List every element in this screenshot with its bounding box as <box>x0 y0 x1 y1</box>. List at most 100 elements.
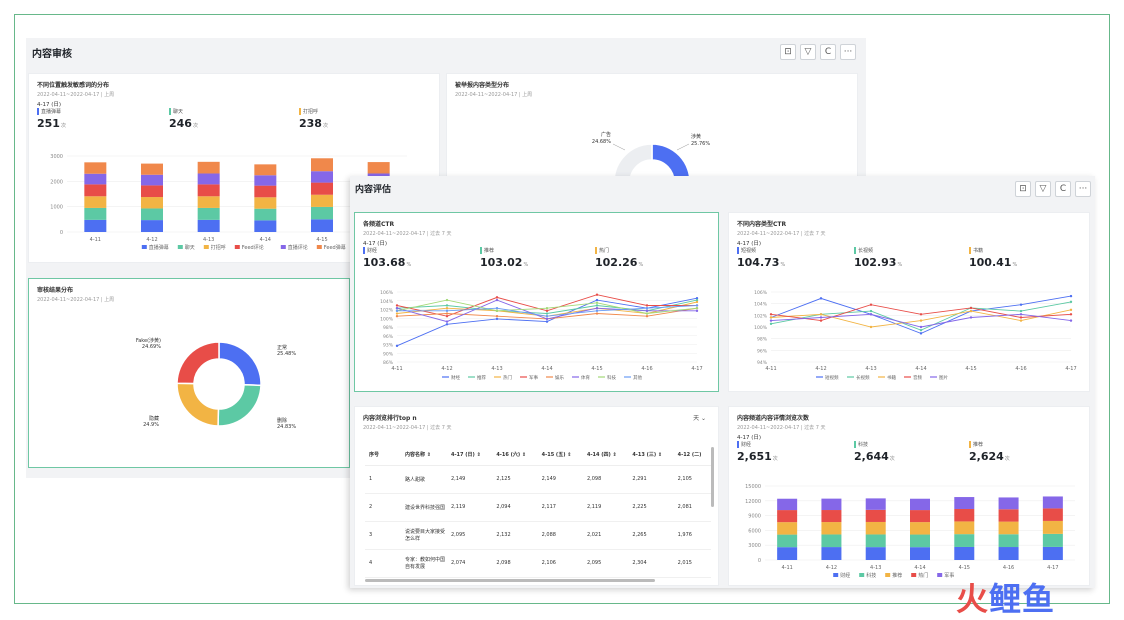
pie-slice <box>176 341 220 385</box>
legend-label: 体育 <box>581 374 590 381</box>
filter-button[interactable]: ▽ <box>1035 181 1051 197</box>
table-cell: 2,015 <box>673 549 711 578</box>
y-tick-label: 106% <box>380 290 394 296</box>
data-point <box>395 309 399 313</box>
col-name[interactable]: 内容名称 ⇕ <box>401 445 447 466</box>
data-point <box>495 306 499 310</box>
data-point <box>595 304 599 307</box>
y-tick-label: 2000 <box>50 179 63 185</box>
bar-segment <box>254 164 277 176</box>
type-ctr-card[interactable]: 不同内容类型CTR 2022-04-11~2022-04-17 | 过去 7 天… <box>728 212 1090 392</box>
data-point <box>1019 303 1023 306</box>
refresh-button[interactable]: C <box>1055 181 1071 197</box>
review-toolbar: ⊡ ▽ C ··· <box>780 44 856 60</box>
table-cell: 建设世界科技强国 <box>401 493 447 522</box>
data-point <box>919 325 923 329</box>
data-point <box>445 315 449 318</box>
kpi-label: 长视频 <box>858 248 874 254</box>
data-point <box>595 306 599 310</box>
table-cell: 2,105 <box>673 465 711 494</box>
slice-value: 24.68% <box>592 139 611 145</box>
data-point <box>769 313 773 316</box>
data-point <box>595 293 599 296</box>
kpi-marker <box>737 441 739 448</box>
bar-segment <box>910 547 930 560</box>
kpi: 短视频 104.73% <box>737 247 785 269</box>
y-tick-label: 93% <box>383 343 394 349</box>
report-type-card[interactable]: 被举报内容类型分布 2022-04-11~2022-04-17 | 上周 涉黄 2… <box>446 73 858 184</box>
data-point <box>395 315 399 318</box>
kpi: 长视频 102.93% <box>854 247 902 269</box>
x-tick-label: 4-14 <box>260 237 271 243</box>
col-day[interactable]: 4-16 (六) ⇕ <box>492 445 538 466</box>
table-row[interactable]: 3 说说要目大家接受怎么样 2,095 2,132 2,088 2,021 2,265 1,9… <box>365 521 711 550</box>
y-tick-label: 104% <box>754 302 768 308</box>
kpi-value: 104.73 <box>737 256 780 269</box>
fullscreen-button[interactable]: ⊡ <box>780 44 796 60</box>
data-point <box>545 317 549 321</box>
data-point <box>919 319 923 322</box>
x-tick-label: 4-16 <box>1015 366 1026 372</box>
y-tick-label: 96% <box>757 348 768 354</box>
table-cell: 2,225 <box>628 493 674 522</box>
bar-segment <box>910 522 930 535</box>
vertical-scrollbar[interactable] <box>711 447 714 507</box>
y-tick-label: 102% <box>754 313 768 319</box>
slice-value: 24.9% <box>143 422 159 428</box>
kpi-date: 4-17 (日) <box>737 435 762 441</box>
x-tick-label: 4-15 <box>965 366 976 372</box>
y-tick-label: 6000 <box>748 528 761 534</box>
col-day[interactable]: 4-17 (日) ⇕ <box>447 445 493 466</box>
table-cell: 2,265 <box>628 521 674 550</box>
table-cell: 2,304 <box>628 549 674 578</box>
kpi-marker <box>37 108 39 115</box>
fullscreen-button[interactable]: ⊡ <box>1015 181 1031 197</box>
y-tick-label: 96% <box>383 334 394 340</box>
legend-label: 图片 <box>939 374 948 381</box>
bar-segment <box>254 185 277 198</box>
x-tick-label: 4-11 <box>90 237 101 243</box>
table-row[interactable]: 4 专家：教如何中国自有发展 2,074 2,098 2,106 2,095 2,304 2,… <box>365 549 711 578</box>
kpi-marker <box>299 108 301 115</box>
table-cell: 2,149 <box>447 465 493 494</box>
channel-views-card[interactable]: 内容频道内容详情浏览次数 2022-04-11~2022-04-17 | 过去 … <box>728 406 1090 586</box>
review-result-card[interactable]: 审核结果分布 2022-04-11~2022-04-17 | 上周 正常 25.4… <box>28 278 350 468</box>
legend-label: 书籍 <box>887 374 896 381</box>
label-leader <box>612 143 626 151</box>
table-row[interactable]: 1 路人甜歌 2,149 2,125 2,149 2,098 2,291 2,105 <box>365 465 711 494</box>
data-point <box>769 322 773 326</box>
bar-segment <box>821 498 842 511</box>
kpi-date: 4-17 (日) <box>737 241 762 247</box>
slice-value: 25.48% <box>277 351 296 357</box>
data-point <box>495 296 499 299</box>
kpi-value: 2,624 <box>969 450 1004 463</box>
x-tick-label: 4-14 <box>915 366 926 372</box>
bar-segment <box>910 498 930 511</box>
table-cell: 2,132 <box>492 521 538 550</box>
series-line <box>770 309 1072 328</box>
card-subtitle: 2022-04-11~2022-04-17 | 上周 <box>455 92 533 98</box>
channel-ctr-card[interactable]: 各频道CTR 2022-04-11~2022-04-17 | 过去 7 天 4-… <box>354 212 719 392</box>
eval-toolbar: ⊡ ▽ C ··· <box>1015 181 1091 197</box>
horizontal-scrollbar[interactable] <box>365 579 655 582</box>
y-tick-label: 106% <box>754 290 768 296</box>
content-ranking-card[interactable]: 内容浏览排行top n 2022-04-11~2022-04-17 | 过去 7… <box>354 406 719 586</box>
col-day[interactable]: 4-12 (二) <box>673 445 711 466</box>
table-row[interactable]: 2 建设世界科技强国 2,119 2,094 2,117 2,119 2,225 2,081 <box>365 493 711 522</box>
col-day[interactable]: 4-14 (四) ⇕ <box>582 445 629 466</box>
x-tick-label: 4-11 <box>781 565 792 571</box>
table-cell: 2,088 <box>537 521 583 550</box>
more-button[interactable]: ··· <box>840 44 856 60</box>
bar-segment <box>84 173 107 185</box>
time-unit-select[interactable]: 天 ⌄ <box>693 415 706 422</box>
card-subtitle: 2022-04-11~2022-04-17 | 过去 7 天 <box>737 425 826 431</box>
x-tick-label: 4-13 <box>870 565 881 571</box>
col-day[interactable]: 4-13 (三) ⇕ <box>628 445 674 466</box>
bar-segment <box>821 547 842 560</box>
refresh-button[interactable]: C <box>820 44 836 60</box>
col-day[interactable]: 4-15 (五) ⇕ <box>537 445 583 466</box>
col-index[interactable]: 序号 <box>365 445 401 466</box>
filter-button[interactable]: ▽ <box>800 44 816 60</box>
more-button[interactable]: ··· <box>1075 181 1091 197</box>
y-tick-label: 86% <box>383 360 394 366</box>
